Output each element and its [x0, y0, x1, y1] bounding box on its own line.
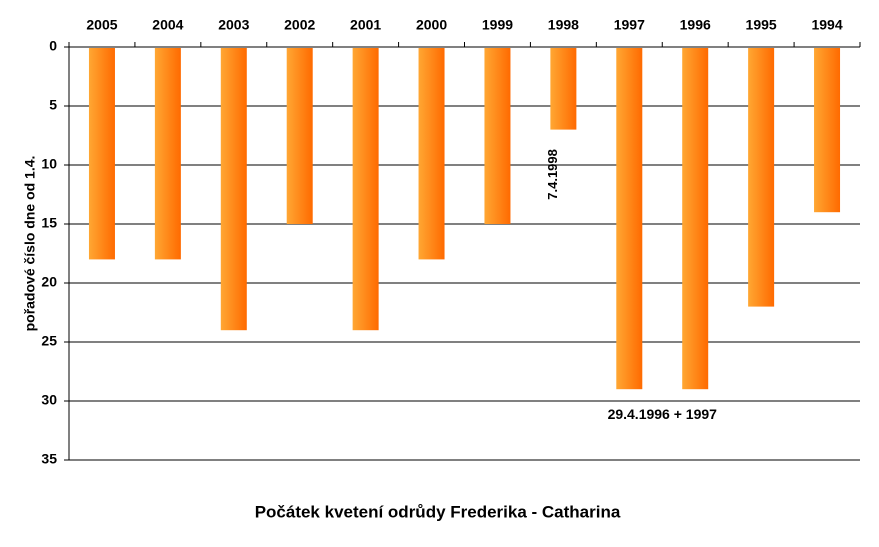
bar-2002	[286, 48, 313, 224]
chart-title: Počátek kvetení odrůdy Frederika - Catha…	[255, 502, 621, 521]
x-tick-label-2005: 2005	[86, 17, 117, 33]
y-tick-label: 30	[41, 392, 57, 408]
bar-2003	[220, 48, 247, 331]
x-tick-label-2004: 2004	[152, 17, 183, 33]
bar-2004	[154, 48, 181, 260]
y-tick-label: 35	[41, 451, 57, 467]
bar-2000	[418, 48, 445, 260]
bar-1994	[814, 48, 841, 213]
bar-1997	[616, 48, 643, 390]
gridlines	[69, 105, 860, 461]
x-tick-label-1998: 1998	[548, 17, 579, 33]
annotation-1996-1997: 29.4.1996 + 1997	[608, 406, 718, 422]
x-tick-label-1995: 1995	[746, 17, 777, 33]
annotation-1998: 7.4.1998	[545, 149, 560, 200]
x-tick-label-2002: 2002	[284, 17, 315, 33]
y-axis-title: pořadové číslo dne od 1.4.	[22, 156, 38, 332]
bar-1995	[748, 48, 775, 307]
x-tick-label-2001: 2001	[350, 17, 381, 33]
bar-1998	[550, 48, 577, 130]
y-tick-label: 5	[49, 97, 57, 113]
x-tick-label-1997: 1997	[614, 17, 645, 33]
x-tick-label-2003: 2003	[218, 17, 249, 33]
x-tick-label-2000: 2000	[416, 17, 447, 33]
bar-1996	[682, 48, 709, 390]
bar-2001	[352, 48, 379, 331]
bar-1999	[484, 48, 511, 224]
y-tick-label: 0	[49, 38, 57, 54]
x-tick-label-1996: 1996	[680, 17, 711, 33]
y-tick-label: 10	[41, 156, 57, 172]
y-tick-label: 15	[41, 215, 57, 231]
y-tick-label: 20	[41, 274, 57, 290]
x-tick-label-1994: 1994	[811, 17, 842, 33]
x-tick-label-1999: 1999	[482, 17, 513, 33]
bar-2005	[88, 48, 115, 260]
axes	[64, 42, 861, 461]
labels: 0 5 10 15 20 25 30 35 1994 1995 1996 1997 1998 1999 20…	[22, 17, 843, 522]
y-tick-label: 25	[41, 333, 57, 349]
bars	[88, 48, 841, 390]
